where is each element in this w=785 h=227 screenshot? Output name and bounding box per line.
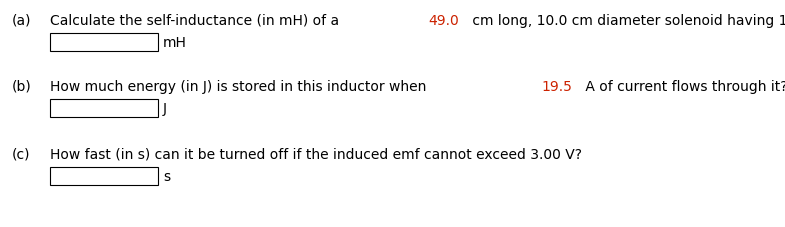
Text: How fast (in s) can it be turned off if the induced emf cannot exceed 3.00 V?: How fast (in s) can it be turned off if … (50, 147, 582, 161)
Text: How much energy (in J) is stored in this inductor when: How much energy (in J) is stored in this… (50, 80, 431, 94)
Text: 19.5: 19.5 (542, 80, 572, 94)
Text: Calculate the self-inductance (in mH) of a: Calculate the self-inductance (in mH) of… (50, 14, 344, 28)
Text: s: s (163, 169, 170, 183)
Text: (b): (b) (12, 80, 31, 94)
Bar (50, 100, 158, 118)
Text: (a): (a) (12, 14, 31, 28)
Text: A of current flows through it?: A of current flows through it? (581, 80, 785, 94)
Text: J: J (163, 101, 167, 116)
Text: (c): (c) (12, 147, 31, 161)
Text: 49.0: 49.0 (429, 14, 459, 28)
Text: cm long, 10.0 cm diameter solenoid having 1000 loops.: cm long, 10.0 cm diameter solenoid havin… (469, 14, 785, 28)
Bar (50, 34, 158, 52)
Bar (50, 167, 158, 185)
Text: mH: mH (163, 36, 187, 50)
